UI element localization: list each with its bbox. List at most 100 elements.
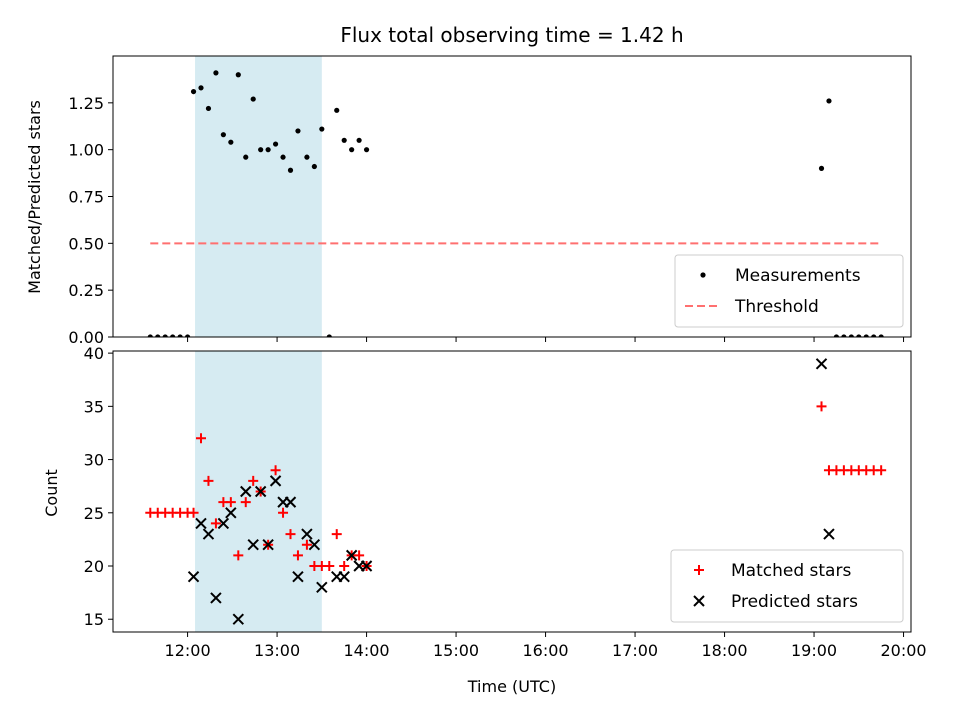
- measurement-point: [198, 85, 204, 91]
- measurement-point: [356, 137, 362, 143]
- predicted-stars-point: [815, 358, 828, 370]
- measurement-point: [213, 70, 219, 76]
- predicted-stars-point: [292, 570, 304, 583]
- predicted-stars-point: [202, 528, 215, 540]
- measurement-point: [311, 163, 317, 170]
- matched-stars-point: [210, 518, 221, 529]
- matched-stars-point: [816, 401, 827, 412]
- matched-stars-point: [292, 550, 303, 561]
- measurement-point: [363, 147, 370, 153]
- matched-stars-point: [876, 465, 887, 476]
- x-tick-label: 20:00: [880, 641, 926, 660]
- x-tick-label: 17:00: [612, 641, 658, 660]
- measurement-point: [190, 88, 197, 95]
- x-tick-label: 13:00: [254, 641, 300, 660]
- predicted-stars-point: [316, 581, 328, 594]
- measurement-point: [265, 147, 271, 153]
- measurement-point: [162, 334, 168, 337]
- legend-label: Matched stars: [731, 561, 851, 581]
- legend-key: [700, 272, 706, 278]
- measurement-point: [235, 72, 241, 78]
- measurement-point: [863, 334, 869, 337]
- y-tick-label: 0.25: [68, 281, 104, 300]
- measurement-point: [155, 334, 161, 337]
- star-count-panel: 15 20 25 30 35 40 12:00 13:00 14:00 15:00 16:00 17:…: [84, 344, 927, 660]
- predicted-stars-point: [195, 517, 207, 530]
- y-tick-label: 1.00: [68, 141, 104, 160]
- y-axis-label-count: Count: [42, 469, 61, 517]
- x-tick-label: 15:00: [433, 641, 479, 660]
- x-tick-label: 14:00: [344, 641, 390, 660]
- measurement-point: [833, 334, 840, 337]
- legend: Matched stars Predicted stars: [670, 549, 904, 623]
- predicted-stars-point: [284, 496, 297, 508]
- measurement-point: [856, 334, 862, 337]
- observing-window-shade: [195, 56, 322, 337]
- measurement-point: [878, 334, 884, 337]
- plot-frame: [112, 55, 912, 338]
- measurement-point: [826, 98, 832, 104]
- measurement-point: [272, 141, 279, 147]
- matched-stars-point: [301, 539, 312, 550]
- predicted-stars-point: [225, 507, 237, 519]
- measurement-point: [326, 334, 332, 337]
- y-tick-label: 20: [84, 557, 104, 576]
- y-tick-label: 0.50: [68, 234, 104, 253]
- legend-key: [694, 565, 704, 575]
- legend-label: Threshold: [734, 297, 819, 317]
- matched-stars-point: [233, 550, 244, 561]
- predicted-stars-point: [308, 539, 321, 551]
- measurement-point: [250, 96, 256, 102]
- chart-title: Flux total observing time = 1.42 h: [340, 23, 683, 47]
- matched-stars-point: [188, 507, 199, 518]
- predicted-stars-point: [269, 475, 282, 487]
- y-tick-label: 0.75: [68, 188, 104, 207]
- y-tick-label: 40: [84, 344, 104, 363]
- x-tick-label: 16:00: [523, 641, 569, 660]
- measurement-point: [228, 139, 234, 145]
- matched-stars-point: [225, 497, 236, 508]
- legend-label: Predicted stars: [731, 592, 858, 612]
- measurement-point: [147, 334, 153, 337]
- matched-stars-point: [203, 475, 214, 486]
- predicted-stars-point: [345, 549, 358, 562]
- legend-label: Measurements: [735, 266, 861, 286]
- predicted-stars-point: [247, 539, 259, 551]
- measurement-point: [280, 154, 286, 160]
- y-tick-label: 35: [84, 397, 104, 416]
- measurement-point: [258, 147, 264, 153]
- measurement-point: [319, 126, 325, 132]
- measurement-point: [841, 334, 847, 337]
- matched-ratio-panel: 0.00 0.25 0.50 0.75 1.00 1.25 Measurements Thre…: [68, 55, 912, 347]
- matched-stars-point: [285, 529, 296, 540]
- predicted-stars-point: [217, 517, 230, 530]
- predicted-stars-point: [262, 539, 274, 551]
- matched-stars-point: [339, 561, 350, 572]
- measurement-point: [349, 147, 355, 153]
- predicted-stars-point: [823, 528, 835, 540]
- measurement-point: [871, 334, 877, 337]
- measurement-point: [177, 334, 183, 337]
- measurement-point: [295, 128, 301, 134]
- matched-stars-point: [331, 529, 342, 540]
- plot-frame: [112, 350, 912, 633]
- legend-key: [693, 595, 705, 607]
- y-tick-label: 25: [84, 504, 104, 523]
- predicted-stars-point: [232, 613, 245, 625]
- measurement-point: [334, 107, 340, 113]
- predicted-stars-point: [210, 592, 222, 604]
- matched-stars-point: [248, 475, 259, 486]
- measurement-point: [818, 165, 825, 171]
- x-axis-label: Time (UTC): [467, 677, 556, 696]
- matched-stars-point: [240, 497, 251, 508]
- measurement-point: [287, 167, 294, 173]
- measurement-point: [341, 137, 347, 143]
- predicted-stars-point: [338, 570, 350, 583]
- y-axis-label-ratio: Matched/Predicted stars: [25, 100, 44, 294]
- measurement-point: [205, 105, 212, 112]
- y-tick-label: 1.25: [68, 94, 104, 113]
- predicted-stars-point: [301, 528, 313, 540]
- predicted-stars-point: [240, 485, 252, 498]
- legend: Measurements Threshold: [674, 254, 904, 328]
